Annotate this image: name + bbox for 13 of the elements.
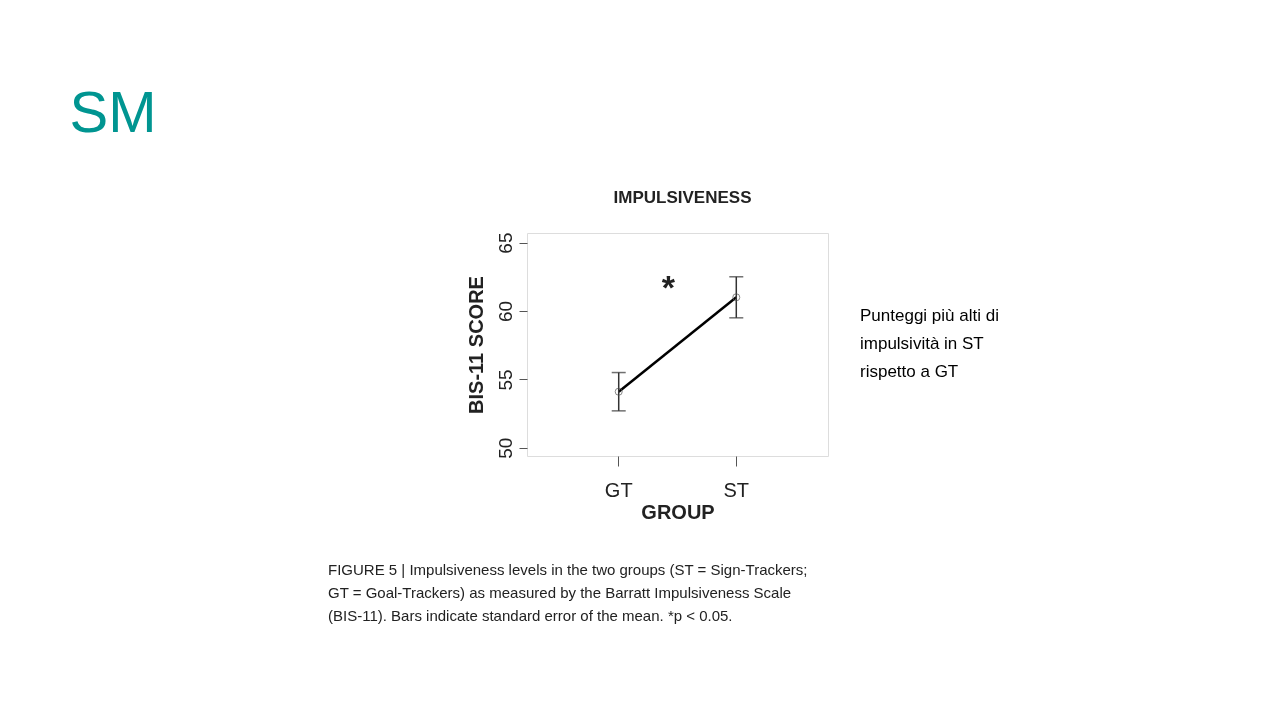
y-tick-label: 60 <box>494 300 516 323</box>
chart-title: IMPULSIVENESS <box>613 188 752 207</box>
y-axis-title: BIS-11 SCORE <box>464 276 487 414</box>
x-tick-label: ST <box>723 478 750 501</box>
text: SM <box>69 79 157 144</box>
y-tick-label: 50 <box>494 437 516 459</box>
y-tick-label: 55 <box>494 369 516 391</box>
annotation: * <box>661 267 676 306</box>
caption: FIGURE 5 | Impulsiveness levels in the two groups (ST = Sign-Trackers; GT = Goal-Trackers) as measured by the Barratt Impulsiveness Scale (BIS-11). Bars indicate standard error of the mean. *p < 0.05. <box>328 561 808 624</box>
x-axis-title: GROUP <box>641 500 715 523</box>
x-tick-label: GT <box>604 478 633 501</box>
text: Punteggi più alti di impulsività in ST rispetto a GT <box>860 306 999 381</box>
y-tick-label: 65 <box>494 232 516 254</box>
